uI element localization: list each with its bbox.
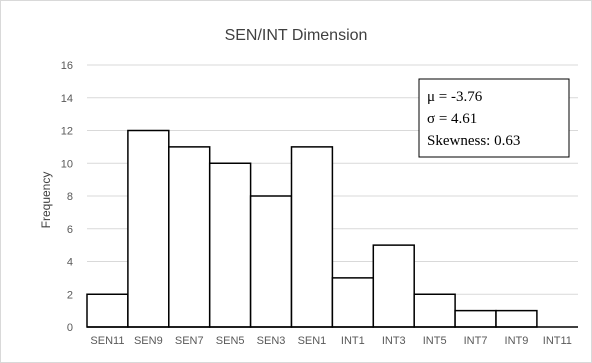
y-tick-label: 16 xyxy=(61,60,73,72)
stat-sd: σ = 4.61 xyxy=(427,111,477,127)
x-tick-label: SEN9 xyxy=(134,335,163,347)
stat-mean: μ = -3.76 xyxy=(427,89,483,105)
y-tick-label: 0 xyxy=(67,322,73,334)
y-tick-label: 2 xyxy=(67,289,73,301)
histogram-bar xyxy=(127,129,170,328)
x-tick-label: INT11 xyxy=(543,335,572,347)
histogram-bar xyxy=(331,277,375,328)
histogram-bar xyxy=(372,244,415,328)
stats-annotation: μ = -3.76 σ = 4.61 Skewness: 0.63 xyxy=(418,78,570,158)
bars xyxy=(86,129,578,328)
x-tick-label: INT1 xyxy=(341,335,365,347)
x-tick-label: SEN11 xyxy=(90,335,124,347)
y-tick-label: 6 xyxy=(67,224,73,236)
histogram-bar xyxy=(413,293,456,328)
histogram-bar xyxy=(290,146,334,328)
chart-title: SEN/INT Dimension xyxy=(225,27,368,44)
y-axis-label: Frequency xyxy=(39,172,53,229)
x-axis-ticks: SEN11 SEN9 SEN7 SEN5 SEN3 SEN1 INT1 INT3 INT5 INT… xyxy=(90,335,571,347)
y-tick-label: 14 xyxy=(61,93,73,105)
x-tick-label: INT7 xyxy=(464,335,488,347)
histogram-bar xyxy=(249,195,293,328)
y-axis-ticks: 0 2 4 6 8 10 12 14 16 xyxy=(61,60,73,334)
histogram-bar xyxy=(208,162,252,328)
x-tick-label: SEN3 xyxy=(257,335,286,347)
histogram-bar xyxy=(495,309,538,328)
histogram-bar xyxy=(86,293,129,328)
x-tick-label: SEN5 xyxy=(216,335,245,347)
y-tick-label: 8 xyxy=(67,191,73,203)
x-tick-label: SEN7 xyxy=(175,335,204,347)
y-tick-label: 10 xyxy=(61,158,73,170)
x-tick-label: SEN1 xyxy=(298,335,327,347)
y-tick-label: 4 xyxy=(67,257,73,269)
stats-box xyxy=(418,78,570,158)
x-tick-label: INT3 xyxy=(382,335,406,347)
x-tick-label: INT5 xyxy=(423,335,447,347)
stat-skewness: Skewness: 0.63 xyxy=(427,133,520,149)
x-tick-label: INT9 xyxy=(505,335,529,347)
y-tick-label: 12 xyxy=(61,126,73,138)
histogram-bar xyxy=(454,309,497,328)
histogram-bar xyxy=(168,146,211,328)
